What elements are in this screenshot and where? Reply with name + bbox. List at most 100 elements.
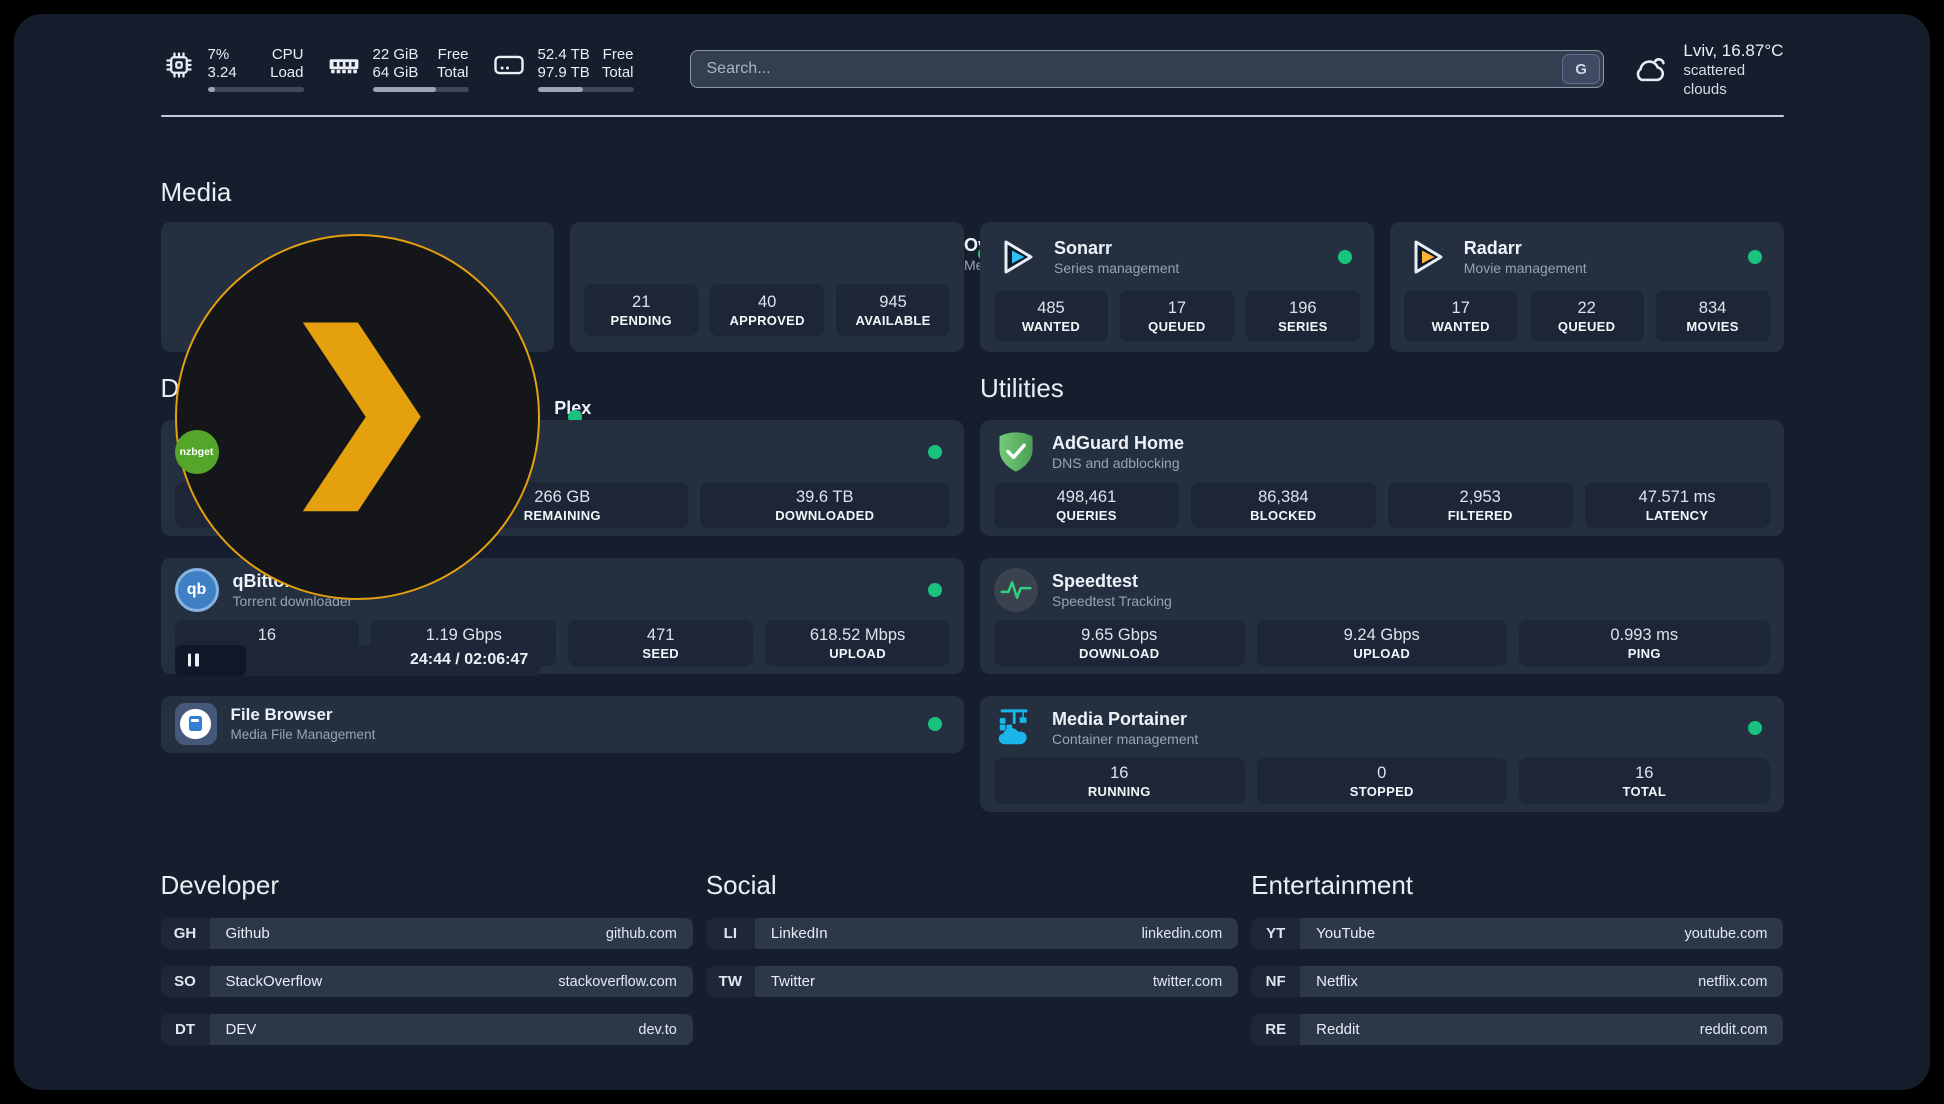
stat-upload: 618.52 Mbps UPLOAD bbox=[765, 620, 950, 666]
bookmark-url: dev.to bbox=[638, 1021, 677, 1038]
search-input[interactable] bbox=[706, 60, 1563, 78]
bookmark-twitter[interactable]: TW Twitter twitter.com bbox=[705, 966, 1239, 997]
bookmark-stackoverflow[interactable]: SO StackOverflow stackoverflow.com bbox=[160, 966, 693, 997]
memory-label: Free bbox=[437, 46, 469, 63]
disk-widget: 52.4 TB Free 97.9 TB Total bbox=[491, 46, 634, 92]
cpu-progress-fill bbox=[207, 87, 216, 92]
status-dot-online bbox=[1747, 250, 1762, 264]
disk-progress-fill bbox=[537, 87, 583, 92]
memory-progress-fill bbox=[372, 87, 436, 92]
memory-label-2: Total bbox=[436, 64, 469, 81]
app-name: Radarr bbox=[1463, 238, 1522, 258]
adguard-icon bbox=[994, 430, 1038, 474]
stat-pending: 21 PENDING bbox=[584, 284, 699, 336]
app-card-plex[interactable]: Plex Media server Bullet Train bbox=[160, 222, 635, 676]
top-bar: 7% CPU 3.24 Load bbox=[161, 40, 1784, 98]
app-subtitle: Speedtest Tracking bbox=[1052, 593, 1172, 609]
app-card-sonarr[interactable]: Sonarr Series management 485 WANTED 17 Q… bbox=[980, 222, 1374, 352]
cpu-label-2: Load bbox=[270, 64, 304, 81]
memory-free: 22 GiB bbox=[372, 46, 419, 63]
filebrowser-icon bbox=[174, 703, 217, 745]
utilities-column: Utilities bbox=[980, 373, 1784, 812]
app-card-adguard[interactable]: AdGuard Home DNS and adblocking 498,461 … bbox=[980, 420, 1784, 536]
weather-location-temp: Lviv, 16.87°C bbox=[1683, 40, 1784, 60]
section-title-developer: Developer bbox=[160, 870, 280, 900]
app-subtitle: Series management bbox=[1054, 260, 1180, 276]
stat-queued: 17 QUEUED bbox=[1119, 290, 1234, 342]
bookmark-abbr: TW bbox=[705, 966, 755, 997]
bookmark-linkedin[interactable]: LI LinkedIn linkedin.com bbox=[705, 918, 1239, 949]
cpu-icon bbox=[165, 52, 192, 78]
app-name: Sonarr bbox=[1054, 238, 1113, 258]
cpu-progress-track bbox=[207, 87, 304, 92]
stat-queries: 498,461 QUERIES bbox=[994, 482, 1179, 528]
entertainment-column: Entertainment YT YouTube youtube.com NF … bbox=[1251, 870, 1784, 1062]
weather-widget: Lviv, 16.87°C scattered clouds bbox=[1630, 40, 1783, 99]
bookmark-url: netflix.com bbox=[1698, 973, 1768, 990]
stat-filtered: 2,953 FILTERED bbox=[1387, 482, 1573, 528]
cpu-widget: 7% CPU 3.24 Load bbox=[161, 46, 304, 92]
cpu-label: CPU bbox=[271, 46, 304, 63]
app-card-overseerr[interactable]: Overseerr Media Requests 21 PENDING 40 A… bbox=[570, 222, 1065, 352]
bookmark-abbr: RE bbox=[1251, 1014, 1301, 1045]
dashboard-panel: 7% CPU 3.24 Load bbox=[14, 14, 1930, 1090]
stat-stopped: 0 STOPPED bbox=[1256, 758, 1507, 804]
app-card-radarr[interactable]: Radarr Movie management 17 WANTED 22 QUE… bbox=[1389, 222, 1784, 352]
sonarr-icon bbox=[994, 234, 1040, 280]
memory-widget: 22 GiB Free 64 GiB Total bbox=[326, 46, 469, 92]
disk-free: 52.4 TB bbox=[537, 46, 590, 63]
media-grid: Plex Media server Bullet Train bbox=[160, 222, 1784, 676]
bookmark-reddit[interactable]: RE Reddit reddit.com bbox=[1251, 1014, 1784, 1045]
bookmark-abbr: NF bbox=[1251, 966, 1301, 997]
stat-movies: 834 MOVIES bbox=[1655, 290, 1770, 342]
qbittorrent-icon: qb bbox=[174, 568, 219, 612]
app-subtitle: Movie management bbox=[1463, 260, 1587, 276]
disk-label: Free bbox=[602, 46, 634, 63]
radarr-icon bbox=[1404, 234, 1450, 280]
bookmark-url: twitter.com bbox=[1152, 973, 1223, 990]
app-subtitle: Container management bbox=[1052, 731, 1199, 747]
search-engine-button[interactable]: G bbox=[1562, 54, 1601, 84]
weather-condition: scattered clouds bbox=[1683, 61, 1746, 98]
disk-icon bbox=[493, 55, 524, 75]
bookmark-abbr: GH bbox=[160, 918, 210, 949]
pause-icon[interactable] bbox=[187, 653, 199, 667]
bookmark-netflix[interactable]: NF Netflix netflix.com bbox=[1251, 966, 1784, 997]
disk-progress-track bbox=[537, 87, 634, 92]
app-card-speedtest[interactable]: Speedtest Speedtest Tracking 9.65 Gbps D… bbox=[980, 558, 1784, 674]
stat-downloaded: 39.6 TB DOWNLOADED bbox=[699, 482, 950, 528]
stat-ping: 0.993 ms PING bbox=[1519, 620, 1770, 666]
bookmark-dev[interactable]: DT DEV dev.to bbox=[160, 1014, 693, 1045]
cpu-usage: 7% bbox=[207, 46, 230, 63]
bookmark-name: Reddit bbox=[1316, 1021, 1360, 1038]
stat-download: 9.65 Gbps DOWNLOAD bbox=[994, 620, 1245, 666]
bookmark-abbr: SO bbox=[160, 966, 210, 997]
social-column: Social LI LinkedIn linkedin.com TW Twitt… bbox=[705, 870, 1239, 1062]
bookmark-url: stackoverflow.com bbox=[558, 973, 677, 990]
status-dot-online bbox=[928, 583, 942, 597]
playback-progress-fill bbox=[174, 644, 246, 676]
bookmark-github[interactable]: GH Github github.com bbox=[160, 918, 693, 949]
bookmark-name: YouTube bbox=[1316, 925, 1376, 942]
section-title-entertainment: Entertainment bbox=[1251, 870, 1414, 900]
bookmark-url: linkedin.com bbox=[1141, 925, 1223, 942]
app-card-portainer[interactable]: Media Portainer Container management 16 … bbox=[980, 696, 1784, 812]
section-title-social: Social bbox=[705, 870, 777, 900]
stat-wanted: 17 WANTED bbox=[1403, 290, 1518, 342]
bookmark-name: StackOverflow bbox=[225, 973, 323, 990]
stat-running: 16 RUNNING bbox=[994, 758, 1245, 804]
cpu-load-avg: 3.24 bbox=[207, 64, 237, 81]
bookmark-name: Twitter bbox=[770, 973, 816, 990]
plex-icon bbox=[174, 234, 541, 600]
bookmark-name: LinkedIn bbox=[770, 925, 828, 942]
bookmark-name: Netflix bbox=[1316, 973, 1358, 990]
playback-time: 24:44 / 02:06:47 bbox=[409, 651, 529, 669]
playback-progress-bar[interactable]: 24:44 / 02:06:47 bbox=[174, 644, 541, 676]
app-name: Speedtest bbox=[1052, 571, 1139, 591]
bookmark-youtube[interactable]: YT YouTube youtube.com bbox=[1251, 918, 1784, 949]
stat-upload: 9.24 Gbps UPLOAD bbox=[1256, 620, 1507, 666]
app-card-filebrowser[interactable]: File Browser Media File Management bbox=[160, 696, 964, 753]
developer-column: Developer GH Github github.com SO StackO… bbox=[160, 870, 693, 1062]
app-subtitle: DNS and adblocking bbox=[1052, 455, 1180, 471]
app-name: File Browser bbox=[230, 705, 333, 724]
